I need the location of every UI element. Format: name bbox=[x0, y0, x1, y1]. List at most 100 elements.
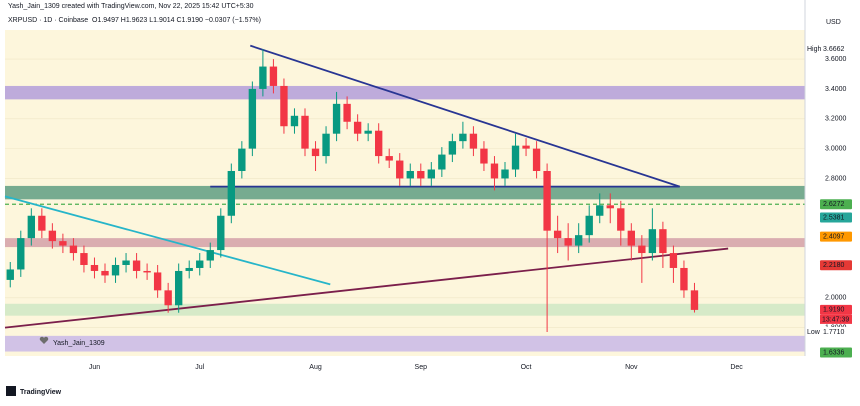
trendline bbox=[4, 247, 729, 329]
candle-body bbox=[406, 170, 414, 179]
candle-body bbox=[617, 208, 625, 231]
candle-body bbox=[122, 260, 130, 265]
candle-body bbox=[69, 245, 78, 254]
y-tick-label: 2.0000 bbox=[825, 295, 847, 302]
candle-body bbox=[469, 133, 478, 149]
x-tick-label: Jun bbox=[89, 364, 100, 371]
price-tag bbox=[820, 260, 852, 271]
candle-body bbox=[6, 269, 14, 280]
candle-body bbox=[606, 205, 614, 209]
x-tick-label: Sep bbox=[415, 364, 428, 371]
candle-body bbox=[48, 230, 57, 242]
y-tick-label: 2.8000 bbox=[825, 175, 847, 182]
ohlc: O1.9497 H1.9623 L1.9014 C1.9190 −0.0307 … bbox=[92, 17, 261, 24]
candle-body bbox=[490, 163, 499, 179]
price-tag-label: 1.7710 bbox=[823, 329, 845, 336]
credit: Yash_Jain_1309 created with TradingView.… bbox=[8, 3, 254, 10]
candle-body bbox=[385, 156, 393, 161]
candle-body bbox=[17, 238, 25, 270]
brand: TradingView bbox=[20, 389, 62, 396]
candle-body bbox=[585, 215, 593, 236]
candle-body bbox=[164, 290, 172, 306]
candle-body bbox=[522, 145, 530, 149]
candle-body bbox=[238, 148, 246, 171]
symbol: XRPUSD · 1D · Coinbase bbox=[8, 17, 88, 24]
zone bbox=[5, 303, 805, 316]
price-tag bbox=[820, 326, 852, 337]
candle-body bbox=[248, 88, 257, 149]
brand-logo bbox=[6, 386, 16, 396]
candle-body bbox=[501, 169, 509, 179]
candle-body bbox=[480, 148, 488, 164]
candle-body bbox=[680, 267, 688, 291]
candle-body bbox=[196, 260, 204, 268]
price-tag-label: 1.9190 bbox=[823, 307, 845, 314]
zone bbox=[5, 238, 805, 248]
candle-body bbox=[459, 133, 467, 142]
candle-body bbox=[132, 260, 141, 271]
price-tag-caption: Low bbox=[807, 329, 821, 336]
candle-body bbox=[627, 230, 635, 246]
candle-body bbox=[111, 264, 120, 276]
trendline bbox=[4, 195, 331, 286]
candle-body bbox=[564, 238, 572, 246]
price-tag bbox=[820, 347, 852, 358]
candle-body bbox=[217, 215, 225, 251]
price-tag-label: 1.6336 bbox=[823, 349, 845, 356]
candle-body bbox=[227, 170, 235, 216]
y-tick-label: 3.0000 bbox=[825, 145, 847, 152]
zone bbox=[5, 85, 805, 100]
candle-body bbox=[438, 154, 446, 170]
y-tick-label: 3.6000 bbox=[825, 56, 847, 63]
watermark-icon bbox=[39, 336, 49, 344]
candle-body bbox=[27, 215, 35, 239]
price-tag bbox=[820, 231, 852, 242]
candle-body bbox=[532, 148, 541, 171]
candle-body bbox=[596, 205, 604, 216]
candle-body bbox=[417, 170, 425, 179]
y-tick-label: 3.2000 bbox=[825, 116, 847, 123]
zone bbox=[5, 185, 805, 200]
candle-body bbox=[269, 66, 278, 86]
candle-body bbox=[648, 229, 657, 254]
candle-body bbox=[143, 270, 151, 273]
x-tick-label: Aug bbox=[309, 364, 322, 371]
price-tag-label: 3.6662 bbox=[823, 46, 845, 53]
trendline bbox=[249, 44, 681, 188]
candle-body bbox=[364, 130, 372, 134]
price-tag-note-bg bbox=[820, 314, 852, 324]
price-tag-label: 2.2180 bbox=[823, 262, 845, 269]
candle-body bbox=[575, 235, 583, 246]
candle-body bbox=[311, 148, 320, 157]
candle-body bbox=[301, 115, 309, 149]
candle-body bbox=[90, 264, 99, 271]
price-tag-label: 2.4097 bbox=[823, 234, 845, 241]
candle-body bbox=[185, 267, 193, 271]
candle-body bbox=[553, 230, 562, 239]
candle-body bbox=[669, 253, 678, 268]
price-tag-note: 13:47:39 bbox=[822, 317, 849, 324]
candle-body bbox=[206, 250, 214, 261]
candle-body bbox=[448, 141, 457, 155]
candle-body bbox=[353, 121, 362, 134]
candle-body bbox=[427, 169, 435, 179]
candle-body bbox=[59, 241, 67, 246]
candle-body bbox=[332, 103, 341, 134]
candle-body bbox=[638, 245, 646, 254]
x-tick-label: Dec bbox=[730, 364, 743, 371]
candle-body bbox=[290, 115, 299, 127]
price-tag-label: 2.5381 bbox=[823, 214, 845, 221]
candle-body bbox=[343, 103, 351, 122]
candle-body bbox=[543, 170, 551, 231]
x-tick-label: Oct bbox=[521, 364, 532, 371]
candle-body bbox=[511, 145, 520, 170]
candle-body bbox=[396, 160, 404, 179]
x-tick-label: Nov bbox=[625, 364, 638, 371]
candle-body bbox=[38, 215, 46, 231]
currency: USD bbox=[826, 19, 841, 26]
candle-body bbox=[259, 66, 267, 89]
watermark: Yash_Jain_1309 bbox=[53, 340, 105, 347]
price-tag bbox=[820, 44, 852, 55]
x-tick-label: Jul bbox=[195, 364, 204, 371]
